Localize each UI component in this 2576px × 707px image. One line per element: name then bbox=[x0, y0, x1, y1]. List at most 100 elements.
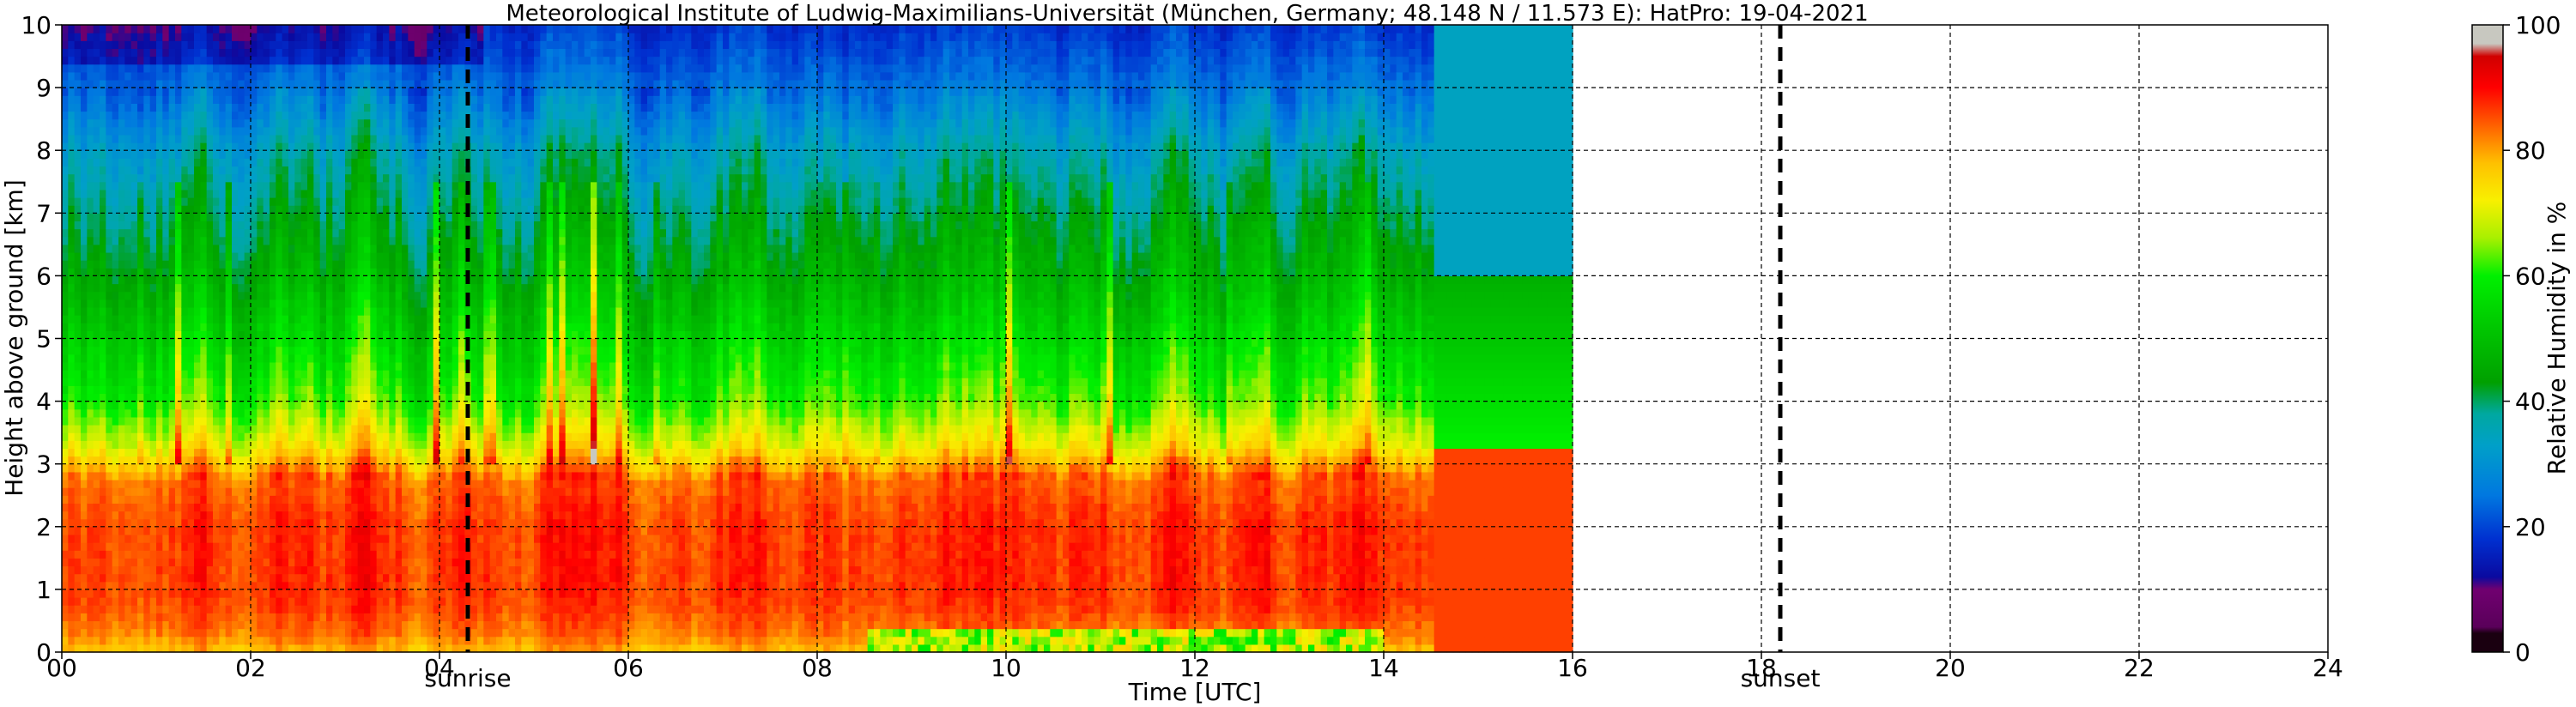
heatmap-cell bbox=[94, 425, 100, 433]
heatmap-cell bbox=[124, 385, 131, 394]
heatmap-cell bbox=[213, 197, 220, 206]
heatmap-cell bbox=[94, 330, 100, 339]
heatmap-cell bbox=[219, 142, 226, 151]
heatmap-cell bbox=[112, 613, 119, 621]
heatmap-cell bbox=[94, 402, 100, 410]
heatmap-cell bbox=[307, 252, 314, 261]
heatmap-cell bbox=[143, 354, 150, 363]
heatmap-cell bbox=[427, 409, 433, 418]
heatmap-cell bbox=[181, 620, 188, 629]
heatmap-cell bbox=[207, 480, 214, 488]
heatmap-cell bbox=[181, 644, 188, 653]
heatmap-cell bbox=[313, 174, 320, 183]
heatmap-cell bbox=[370, 402, 377, 410]
heatmap-cell bbox=[94, 503, 100, 511]
heatmap-cell bbox=[345, 597, 352, 606]
heatmap-cell bbox=[194, 25, 201, 33]
heatmap-cell bbox=[207, 315, 214, 323]
heatmap-cell bbox=[81, 275, 88, 284]
heatmap-cell bbox=[81, 535, 88, 543]
heatmap-cell bbox=[162, 299, 169, 308]
heatmap-cell bbox=[288, 150, 295, 159]
heatmap-cell bbox=[68, 80, 75, 88]
heatmap-cell bbox=[294, 315, 301, 323]
heatmap-cell bbox=[320, 574, 327, 583]
heatmap-cell bbox=[213, 25, 220, 33]
heatmap-cell bbox=[175, 330, 182, 339]
heatmap-cell bbox=[320, 480, 327, 488]
heatmap-cell bbox=[276, 221, 282, 229]
heatmap-cell bbox=[313, 48, 320, 57]
heatmap-cell bbox=[162, 268, 169, 276]
heatmap-cell bbox=[402, 448, 409, 456]
heatmap-cell bbox=[68, 385, 75, 394]
heatmap-cell bbox=[351, 644, 358, 653]
heatmap-cell bbox=[181, 574, 188, 583]
heatmap-cell bbox=[87, 402, 94, 410]
heatmap-cell bbox=[421, 33, 427, 41]
heatmap-cell bbox=[332, 158, 339, 166]
heatmap-cell bbox=[143, 166, 150, 174]
heatmap-cell bbox=[213, 354, 220, 363]
heatmap-cell bbox=[389, 190, 396, 198]
heatmap-cell bbox=[200, 464, 207, 473]
heatmap-cell bbox=[226, 503, 233, 511]
heatmap-cell bbox=[175, 150, 182, 159]
heatmap-cell bbox=[137, 605, 144, 613]
heatmap-cell bbox=[118, 127, 125, 136]
heatmap-cell bbox=[294, 158, 301, 166]
heatmap-cell bbox=[345, 417, 352, 426]
heatmap-cell bbox=[408, 620, 415, 629]
heatmap-cell bbox=[131, 417, 138, 426]
heatmap-cell bbox=[106, 205, 112, 214]
heatmap-cell bbox=[68, 511, 75, 520]
heatmap-cell bbox=[162, 464, 169, 473]
heatmap-cell bbox=[383, 275, 390, 284]
heatmap-cell bbox=[445, 292, 452, 300]
heatmap-cell bbox=[415, 150, 421, 159]
heatmap-cell bbox=[62, 620, 69, 629]
heatmap-cell bbox=[137, 213, 144, 221]
heatmap-cell bbox=[301, 95, 308, 104]
heatmap-cell bbox=[207, 527, 214, 535]
heatmap-cell bbox=[213, 472, 220, 480]
heatmap-cell bbox=[175, 72, 182, 81]
heatmap-cell bbox=[68, 432, 75, 441]
heatmap-cell bbox=[276, 440, 282, 449]
heatmap-cell bbox=[445, 252, 452, 261]
heatmap-cell bbox=[351, 284, 358, 293]
heatmap-cell bbox=[364, 299, 371, 308]
heatmap-cell bbox=[143, 613, 150, 621]
heatmap-cell bbox=[313, 205, 320, 214]
heatmap-cell bbox=[194, 237, 201, 245]
heatmap-cell bbox=[251, 25, 258, 33]
heatmap-cell bbox=[251, 487, 258, 496]
heatmap-cell bbox=[181, 213, 188, 221]
heatmap-cell bbox=[94, 174, 100, 183]
heatmap-cell bbox=[427, 252, 433, 261]
heatmap-cell bbox=[81, 245, 88, 253]
heatmap-cell bbox=[326, 605, 333, 613]
heatmap-cell bbox=[396, 354, 403, 363]
heatmap-cell bbox=[188, 135, 195, 143]
heatmap-cell bbox=[137, 315, 144, 323]
heatmap-cell bbox=[87, 275, 94, 284]
heatmap-cell bbox=[87, 150, 94, 159]
heatmap-cell bbox=[68, 629, 75, 638]
heatmap-cell bbox=[270, 613, 276, 621]
heatmap-cell bbox=[383, 495, 390, 504]
heatmap-cell bbox=[264, 25, 270, 33]
heatmap-cell bbox=[87, 197, 94, 206]
heatmap-cell bbox=[294, 620, 301, 629]
heatmap-cell bbox=[226, 252, 233, 261]
heatmap-cell bbox=[445, 613, 452, 621]
heatmap-cell bbox=[427, 370, 433, 378]
heatmap-cell bbox=[181, 221, 188, 229]
heatmap-cell bbox=[282, 315, 289, 323]
heatmap-cell bbox=[439, 339, 446, 347]
heatmap-cell bbox=[62, 464, 69, 473]
heatmap-cell bbox=[232, 80, 239, 88]
heatmap-cell bbox=[94, 582, 100, 590]
heatmap-cell bbox=[264, 112, 270, 120]
